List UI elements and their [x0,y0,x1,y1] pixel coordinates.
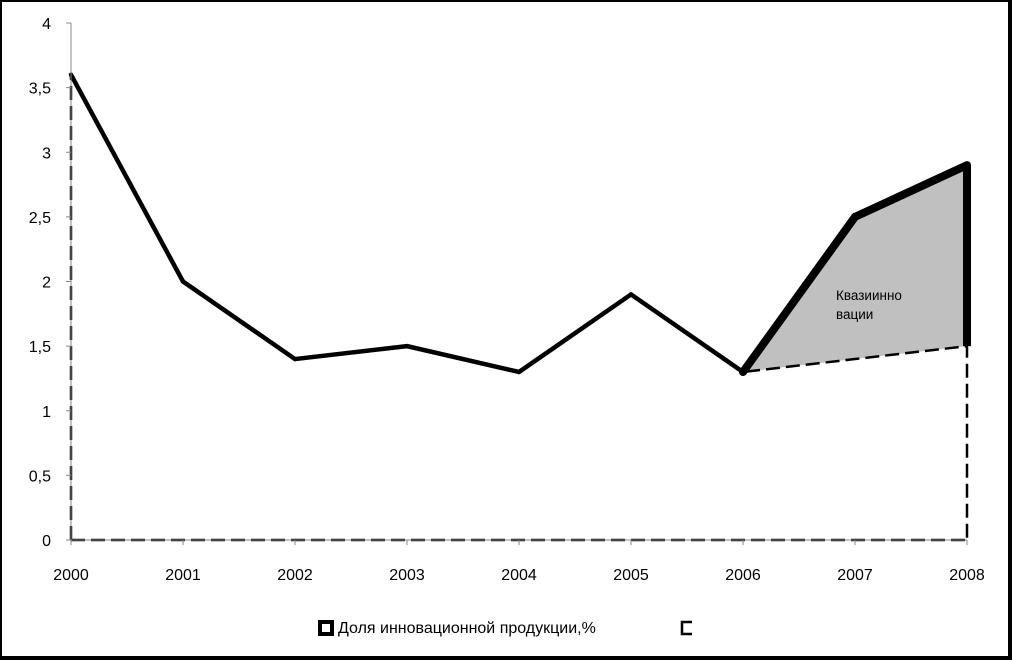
series-solid-segment [739,212,859,376]
y-tick-label: 4 [42,16,51,33]
x-tick-label: 2004 [501,567,537,584]
y-tick-label: 2,5 [29,210,51,227]
y-tick-label: 1,5 [29,339,51,356]
x-tick-label: 2006 [725,567,761,584]
series-solid-segment [180,279,298,362]
annotation-line-1: Квазиинно [836,288,902,303]
x-tick-label: 2001 [165,567,201,584]
legend-swatch-solid [318,620,334,636]
series-solid-segment [404,343,522,375]
x-tick-label: 2002 [277,567,313,584]
divergence-area [743,165,967,372]
y-tick-label: 3,5 [29,81,51,98]
label-layer: 0 0,5 1 1,5 2 2,5 3 3,5 4 2000 2001 2002 2003 2004 200… [29,16,985,584]
x-tick-label: 2008 [949,567,985,584]
fill-layer [743,165,967,372]
legend-label-series-1: Доля инновационной продукции,% [338,620,596,637]
y-tick-label: 3 [42,145,51,162]
series-solid-segment [292,343,410,362]
series-solid-segment [851,161,971,221]
annotation-line-2: вации [836,307,873,322]
series-solid-segment [68,72,186,284]
annotation-layer: Квазиинно вации [836,288,902,322]
legend-swatch-dashed [680,620,692,636]
legend: Доля инновационной продукции,% [318,620,692,637]
y-tick-label: 0 [42,533,51,550]
y-tick-label: 1 [42,404,51,421]
x-tick-label: 2000 [53,567,89,584]
x-tick-label: 2003 [389,567,425,584]
x-tick-label: 2007 [837,567,873,584]
y-tick-label: 0,5 [29,468,51,485]
series-solid-segment [628,292,746,375]
series-solid-segment [516,292,634,375]
axis-layer [66,22,968,545]
y-tick-label: 2 [42,275,51,292]
x-tick-label: 2005 [613,567,649,584]
